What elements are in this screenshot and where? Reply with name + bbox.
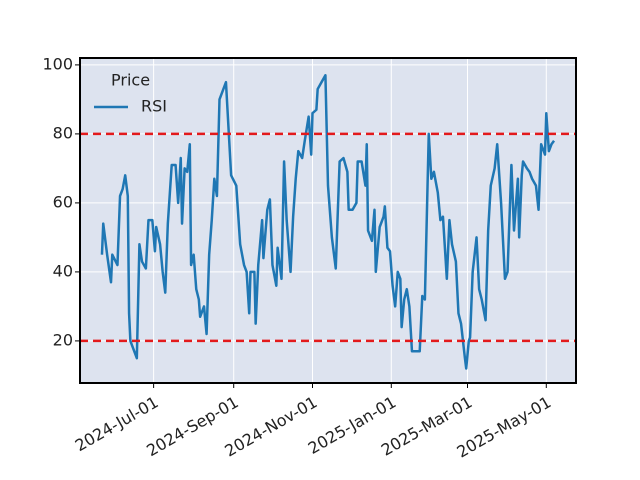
line-series: [100, 74, 556, 370]
legend-title: Price: [111, 71, 150, 90]
plot: [80, 74, 576, 370]
legend-label: RSI: [141, 97, 167, 116]
y-tick-label: 60: [53, 192, 73, 211]
y-tick-label: 80: [53, 123, 73, 142]
plot-frame: [79, 57, 577, 384]
plot-area: [80, 58, 576, 383]
y-tick-label: 100: [42, 54, 73, 73]
y-tick-label: 40: [53, 261, 73, 280]
y-tick-label: 20: [53, 330, 73, 349]
